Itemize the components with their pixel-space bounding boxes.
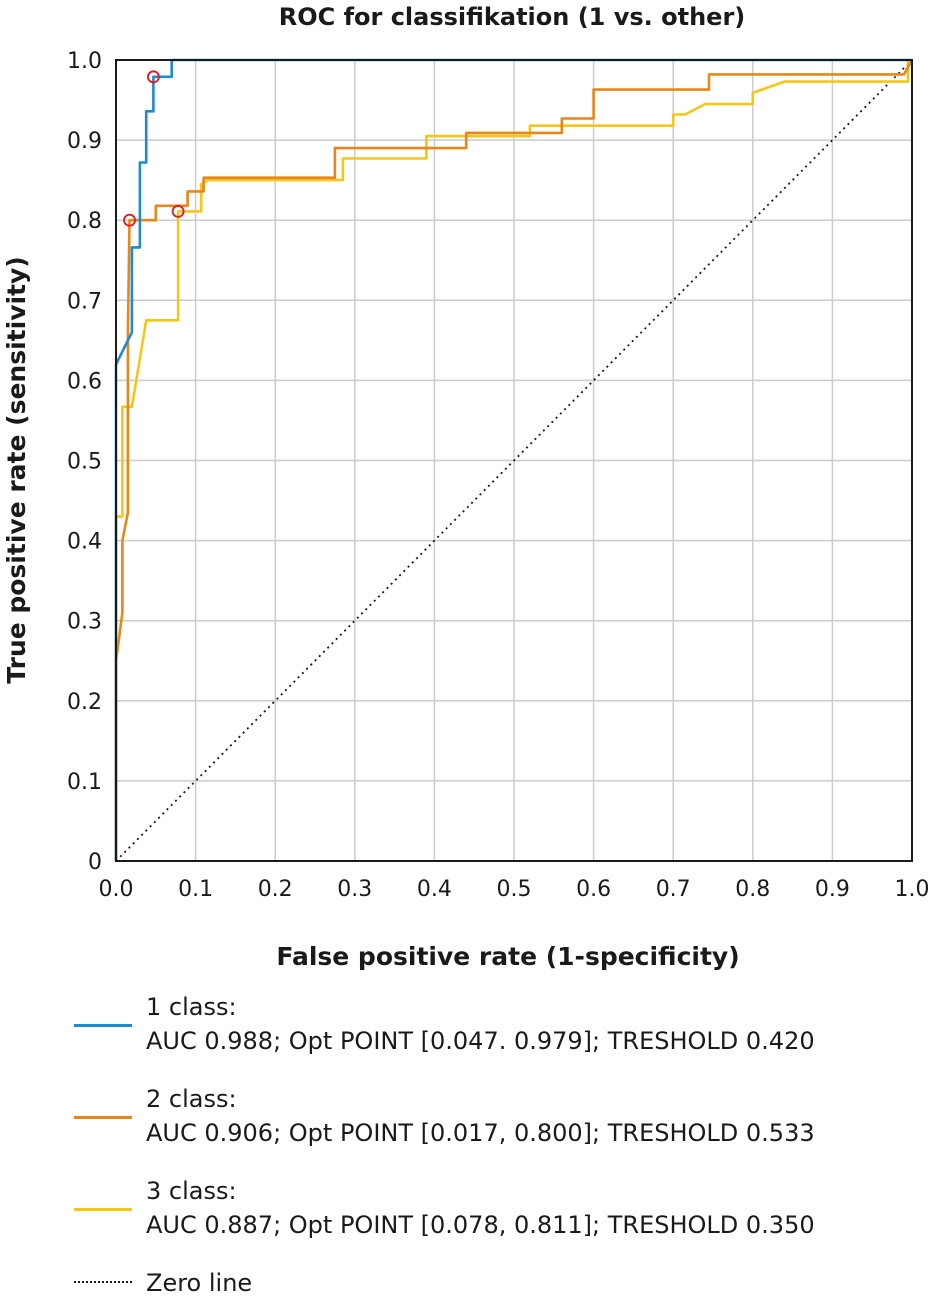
- x-tick-label: 0.9: [815, 877, 850, 902]
- chart-title: ROC for classifikation (1 vs. other): [279, 3, 746, 31]
- x-tick-label: 1.0: [895, 877, 930, 902]
- x-tick-label: 0.7: [656, 877, 691, 902]
- x-tick-label: 0.0: [99, 877, 134, 902]
- y-tick-label: 0.7: [67, 289, 102, 314]
- legend: 1 class: AUC 0.988; Opt POINT [0.047. 0.…: [74, 990, 924, 1306]
- legend-text-class-2: 2 class: AUC 0.906; Opt POINT [0.017, 0.…: [146, 1082, 815, 1150]
- y-axis-label: True positive rate (sensitivity): [2, 256, 31, 683]
- x-tick-label: 0.1: [178, 877, 213, 902]
- x-tick-label: 0.5: [497, 877, 532, 902]
- x-tick-label: 0.2: [258, 877, 293, 902]
- y-tick-labels: 0 0.1 0.2 0.3 0.4 0.5 0.6 0.7 0.8 0.9 1.0: [67, 49, 102, 875]
- legend-item-class-2: 2 class: AUC 0.906; Opt POINT [0.017, 0.…: [74, 1082, 924, 1174]
- legend-detail-class-2: AUC 0.906; Opt POINT [0.017, 0.800]; TRE…: [146, 1119, 815, 1147]
- legend-title-class-1: 1 class:: [146, 993, 237, 1021]
- y-tick-label: 0.6: [67, 369, 102, 394]
- x-tick-label: 0.4: [417, 877, 452, 902]
- legend-swatch-class-1: [74, 1024, 132, 1027]
- x-tick-labels: 0.0 0.1 0.2 0.3 0.4 0.5 0.6 0.7 0.8 0.9 1.0: [99, 877, 930, 902]
- legend-swatch-zero-line: [74, 1281, 132, 1283]
- y-tick-label: 0.1: [67, 770, 102, 795]
- y-tick-label: 0.3: [67, 610, 102, 635]
- legend-title-class-3: 3 class:: [146, 1177, 237, 1205]
- legend-swatch-class-3: [74, 1208, 132, 1211]
- series-group: [114, 58, 914, 861]
- y-tick-label: 0.4: [67, 530, 102, 555]
- zero-line: [115, 59, 913, 862]
- legend-item-zero-line: Zero line: [74, 1266, 924, 1306]
- optimal-point-class-3: [171, 204, 185, 218]
- optimal-point-class-1: [147, 70, 160, 84]
- roc-curve-class-3: [114, 60, 910, 861]
- grid: [116, 60, 912, 861]
- roc-curve-class-2: [114, 59, 914, 861]
- plot-frame: [115, 59, 913, 862]
- legend-detail-class-1: AUC 0.988; Opt POINT [0.047. 0.979]; TRE…: [146, 1027, 815, 1055]
- roc-curve-class-1: [114, 58, 912, 861]
- legend-item-class-3: 3 class: AUC 0.887; Opt POINT [0.078, 0.…: [74, 1174, 924, 1266]
- legend-text-class-1: 1 class: AUC 0.988; Opt POINT [0.047. 0.…: [146, 990, 815, 1058]
- legend-title-class-2: 2 class:: [146, 1085, 237, 1113]
- optimal-points-group: [123, 70, 185, 227]
- y-tick-label: 0.2: [67, 690, 102, 715]
- zero-line-group: [115, 59, 913, 862]
- x-axis-label: False positive rate (1-specificity): [276, 942, 739, 971]
- x-tick-label: 0.3: [337, 877, 372, 902]
- y-tick-label: 0.9: [67, 129, 102, 154]
- x-tick-label: 0.6: [576, 877, 611, 902]
- legend-text-class-3: 3 class: AUC 0.887; Opt POINT [0.078, 0.…: [146, 1174, 815, 1242]
- y-tick-label: 1.0: [67, 49, 102, 74]
- legend-item-class-1: 1 class: AUC 0.988; Opt POINT [0.047. 0.…: [74, 990, 924, 1082]
- legend-text-zero-line: Zero line: [146, 1269, 253, 1297]
- roc-chart: ROC for classifikation (1 vs. other) 0.0…: [2, 3, 930, 971]
- optimal-point-class-2: [123, 213, 136, 227]
- legend-detail-class-3: AUC 0.887; Opt POINT [0.078, 0.811]; TRE…: [146, 1211, 815, 1239]
- y-tick-label: 0: [88, 850, 102, 875]
- x-tick-label: 0.8: [735, 877, 770, 902]
- y-tick-label: 0.5: [67, 450, 102, 475]
- y-tick-label: 0.8: [67, 209, 102, 234]
- legend-swatch-class-2: [74, 1116, 132, 1119]
